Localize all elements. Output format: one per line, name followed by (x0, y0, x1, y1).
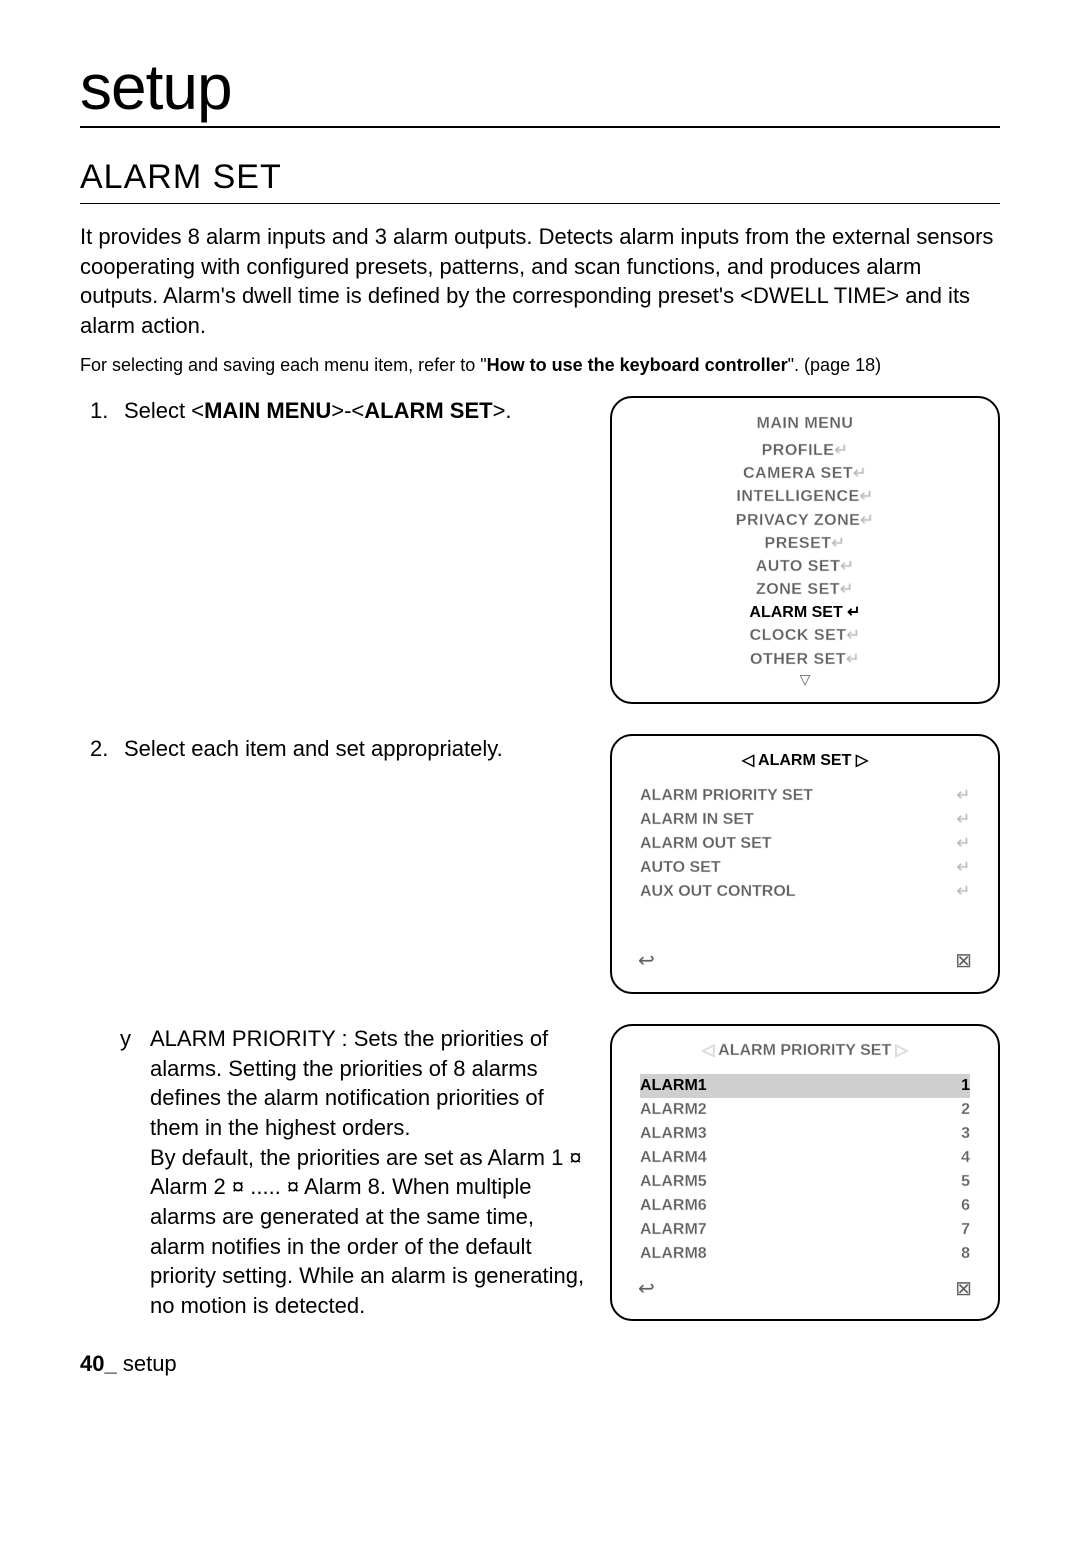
osd-row: ALARM7 7 (640, 1218, 970, 1242)
osd-row-label: ALARM5 (640, 1170, 707, 1194)
osd-main-item: AUTO SET↵ (632, 555, 978, 578)
step-1-number: 1. (90, 396, 108, 426)
close-icon: ⊠ (955, 948, 972, 973)
enter-icon: ↵ (957, 856, 970, 880)
note-bold: How to use the keyboard controller (487, 355, 788, 375)
osd-row-value: 2 (961, 1098, 970, 1122)
osd-main-item: CLOCK SET↵ (632, 624, 978, 647)
osd-priority-header: ◁ ALARM PRIORITY SET ▷ (632, 1040, 978, 1060)
osd-row-label: ALARM1 (640, 1074, 707, 1098)
osd-main-title: MAIN MENU (632, 412, 978, 435)
page-title: setup (80, 50, 1000, 128)
osd-main-item: CAMERA SET↵ (632, 462, 978, 485)
step-2-row: 2. Select each item and set appropriatel… (80, 734, 1000, 994)
osd-footer: ↩ ⊠ (632, 1276, 978, 1301)
step1-bold1: MAIN MENU (204, 398, 331, 423)
enter-icon: ↵ (957, 832, 970, 856)
osd-main-item: PRESET↵ (632, 532, 978, 555)
osd-row-label: ALARM2 (640, 1098, 707, 1122)
osd-row: ALARM8 8 (640, 1242, 970, 1266)
osd-row: ALARM PRIORITY SET ↵ (640, 784, 970, 808)
osd-row-value: 7 (961, 1218, 970, 1242)
right-arrow-icon: ▷ (896, 1042, 908, 1059)
intro-paragraph: It provides 8 alarm inputs and 3 alarm o… (80, 222, 1000, 341)
back-icon: ↩ (638, 1276, 655, 1301)
page-footer: 40_ setup (80, 1351, 1000, 1377)
osd-row-value: 5 (961, 1170, 970, 1194)
osd-row-label: ALARM8 (640, 1242, 707, 1266)
osd-row-label: ALARM7 (640, 1218, 707, 1242)
osd-footer: ↩ ⊠ (632, 948, 978, 973)
osd-row-label: ALARM OUT SET (640, 832, 772, 856)
down-arrow-icon: ▽ (632, 671, 978, 688)
osd-row-value: 8 (961, 1242, 970, 1266)
osd-row-value: 6 (961, 1194, 970, 1218)
enter-icon: ↵ (957, 808, 970, 832)
left-arrow-icon: ◁ (702, 1042, 714, 1059)
osd-row-value: 3 (961, 1122, 970, 1146)
osd-main-selected: ALARM SET ↵ (632, 601, 978, 624)
step-1-text: 1. Select <MAIN MENU>-<ALARM SET>. (80, 396, 590, 704)
osd-row: ALARM3 3 (640, 1122, 970, 1146)
step1-prefix: Select < (124, 398, 204, 423)
osd-main-menu: MAIN MENU PROFILE↵ CAMERA SET↵ INTELLIGE… (610, 396, 1000, 704)
osd-row: ALARM4 4 (640, 1146, 970, 1170)
section-heading: ALARM SET (80, 158, 1000, 204)
osd-alarm-priority: ◁ ALARM PRIORITY SET ▷ ALARM1 1 ALARM2 2 A… (610, 1024, 1000, 1321)
osd-row-value: 4 (961, 1146, 970, 1170)
osd-row: AUTO SET ↵ (640, 856, 970, 880)
bullet-row: y ALARM PRIORITY : Sets the priorities o… (80, 1024, 1000, 1321)
osd-alarm-set: ◁ ALARM SET ▷ ALARM PRIORITY SET ↵ ALARM … (610, 734, 1000, 994)
osd-main-item: OTHER SET↵ (632, 648, 978, 671)
bullet-text-block: y ALARM PRIORITY : Sets the priorities o… (80, 1024, 590, 1321)
step-2-text: 2. Select each item and set appropriatel… (80, 734, 590, 994)
osd-alarmset-header: ◁ ALARM SET ▷ (632, 750, 978, 770)
right-arrow-icon: ▷ (856, 752, 868, 769)
bullet-body: ALARM PRIORITY : Sets the priorities of … (150, 1026, 584, 1318)
osd-alarmset-title: ALARM SET (758, 752, 851, 769)
left-arrow-icon: ◁ (742, 752, 754, 769)
step2-body: Select each item and set appropriately. (124, 736, 503, 761)
step-1-row: 1. Select <MAIN MENU>-<ALARM SET>. MAIN … (80, 396, 1000, 704)
osd-main-item: INTELLIGENCE↵ (632, 485, 978, 508)
osd-row-label: ALARM IN SET (640, 808, 754, 832)
osd-row-label: ALARM PRIORITY SET (640, 784, 813, 808)
note-paragraph: For selecting and saving each menu item,… (80, 355, 1000, 376)
osd-alarmset-list: ALARM PRIORITY SET ↵ ALARM IN SET ↵ ALARM … (632, 780, 978, 908)
osd-row: ALARM6 6 (640, 1194, 970, 1218)
note-suffix: ". (page 18) (788, 355, 881, 375)
osd-main-item: PROFILE↵ (632, 439, 978, 462)
osd-row-label: ALARM4 (640, 1146, 707, 1170)
enter-icon: ↵ (957, 784, 970, 808)
osd-row: ALARM2 2 (640, 1098, 970, 1122)
osd-row-label: ALARM6 (640, 1194, 707, 1218)
osd-row: AUX OUT CONTROL ↵ (640, 880, 970, 904)
back-icon: ↩ (638, 948, 655, 973)
osd-row-label: AUX OUT CONTROL (640, 880, 796, 904)
osd-priority-list: ALARM11 ALARM22 ALARM33 ALARM44 ALARM55 … (632, 1070, 978, 1270)
osd-row-label: AUTO SET (640, 856, 721, 880)
osd-row-label: ALARM3 (640, 1122, 707, 1146)
osd-row: ALARM5 5 (640, 1170, 970, 1194)
osd-row-selected: ALARM1 1 (640, 1074, 970, 1098)
note-prefix: For selecting and saving each menu item,… (80, 355, 487, 375)
osd-main-item: PRIVACY ZONE↵ (632, 509, 978, 532)
page-number: 40_ (80, 1351, 117, 1376)
close-icon: ⊠ (955, 1276, 972, 1301)
step1-mid: >-< (331, 398, 364, 423)
osd-row: ALARM OUT SET ↵ (640, 832, 970, 856)
footer-section: setup (123, 1351, 177, 1376)
step1-bold2: ALARM SET (364, 398, 492, 423)
step-2-number: 2. (90, 734, 108, 764)
osd-priority-title: ALARM PRIORITY SET (718, 1042, 891, 1059)
step1-suffix: >. (493, 398, 512, 423)
osd-main-item: ZONE SET↵ (632, 578, 978, 601)
osd-row-value: 1 (961, 1074, 970, 1098)
bullet-marker-icon: y (120, 1024, 131, 1054)
osd-row: ALARM IN SET ↵ (640, 808, 970, 832)
enter-icon: ↵ (957, 880, 970, 904)
